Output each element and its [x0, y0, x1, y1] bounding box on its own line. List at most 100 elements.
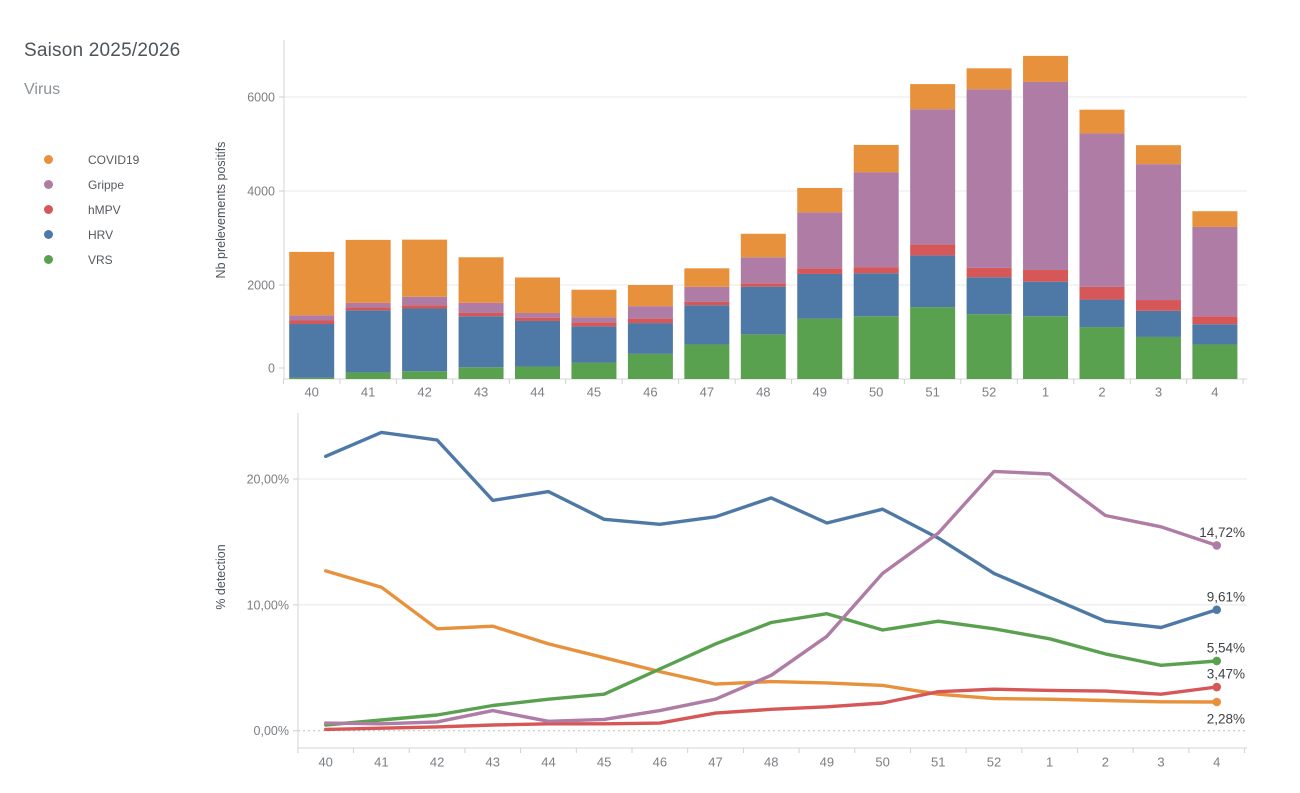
- line-grippe[interactable]: [324, 469, 1219, 726]
- bar-segment-hmpv[interactable]: [966, 267, 1012, 278]
- bar-segment-hrv[interactable]: [458, 316, 504, 368]
- bar-segment-covid19[interactable]: [1192, 211, 1238, 227]
- bar-segment-covid19[interactable]: [1135, 145, 1181, 165]
- bar-segment-covid19[interactable]: [684, 268, 730, 287]
- legend-item-vrs[interactable]: VRS: [44, 247, 139, 272]
- bar-segment-hrv[interactable]: [345, 310, 391, 373]
- bar-segment-grippe[interactable]: [402, 296, 448, 306]
- bar-segment-hmpv[interactable]: [910, 244, 956, 256]
- end-dot-hrv[interactable]: [1212, 605, 1222, 615]
- bar-segment-grippe[interactable]: [627, 306, 673, 319]
- bar-segment-hrv[interactable]: [910, 255, 956, 308]
- bar-segment-vrs[interactable]: [345, 372, 391, 379]
- bar-segment-hmpv[interactable]: [458, 312, 504, 317]
- bar-segment-hmpv[interactable]: [1192, 316, 1238, 325]
- bar-segment-hrv[interactable]: [289, 324, 335, 378]
- bar-segment-covid19[interactable]: [345, 239, 391, 303]
- bar-segment-hmpv[interactable]: [515, 317, 560, 321]
- bar-segment-vrs[interactable]: [966, 314, 1012, 379]
- bar-segment-covid19[interactable]: [289, 251, 335, 316]
- bar-segment-hrv[interactable]: [515, 320, 560, 367]
- end-dot-grippe[interactable]: [1212, 541, 1222, 550]
- bar-segment-hmpv[interactable]: [1079, 286, 1125, 300]
- bar-segment-vrs[interactable]: [515, 366, 560, 379]
- line-vrs[interactable]: [324, 612, 1219, 727]
- bar-segment-hrv[interactable]: [1135, 310, 1181, 337]
- bar-segment-covid19[interactable]: [515, 277, 560, 313]
- bar-segment-covid19[interactable]: [966, 68, 1012, 90]
- bar-segment-covid19[interactable]: [458, 257, 504, 303]
- bar-segment-grippe[interactable]: [797, 212, 843, 269]
- bar-segment-hmpv[interactable]: [571, 322, 617, 327]
- end-dot-covid19[interactable]: [1212, 697, 1222, 707]
- bar-segment-hmpv[interactable]: [853, 267, 899, 274]
- bar-segment-vrs[interactable]: [1192, 344, 1238, 379]
- bar-segment-hmpv[interactable]: [345, 307, 391, 311]
- bar-segment-grippe[interactable]: [1192, 226, 1238, 317]
- bar-segment-grippe[interactable]: [515, 312, 560, 318]
- line-covid19[interactable]: [324, 569, 1219, 704]
- bar-segment-covid19[interactable]: [1079, 109, 1125, 134]
- bar-segment-vrs[interactable]: [1135, 336, 1181, 379]
- legend-item-grippe[interactable]: Grippe: [44, 172, 139, 197]
- bar-segment-grippe[interactable]: [1023, 81, 1069, 270]
- bar-segment-vrs[interactable]: [853, 316, 899, 379]
- bar-segment-hrv[interactable]: [797, 273, 843, 319]
- bar-segment-covid19[interactable]: [627, 285, 673, 307]
- bar-segment-grippe[interactable]: [740, 257, 786, 284]
- bar-segment-hrv[interactable]: [1192, 324, 1238, 345]
- bar-segment-hrv[interactable]: [571, 326, 617, 363]
- legend-item-covid19[interactable]: COVID19: [44, 147, 139, 172]
- bar-segment-vrs[interactable]: [1023, 316, 1069, 379]
- bar-segment-hrv[interactable]: [684, 305, 730, 345]
- bar-segment-hrv[interactable]: [853, 273, 899, 317]
- bar-segment-hrv[interactable]: [627, 323, 673, 354]
- bar-segment-hmpv[interactable]: [740, 283, 786, 287]
- bar-segment-covid19[interactable]: [571, 289, 617, 318]
- bar-segment-vrs[interactable]: [910, 307, 956, 379]
- bar-segment-hmpv[interactable]: [1135, 300, 1181, 311]
- bar-segment-vrs[interactable]: [458, 367, 504, 379]
- bar-segment-grippe[interactable]: [1135, 164, 1181, 301]
- line-hrv[interactable]: [324, 430, 1219, 630]
- bar-segment-grippe[interactable]: [571, 317, 617, 323]
- bar-segment-hmpv[interactable]: [627, 318, 673, 324]
- end-dot-hmpv[interactable]: [1212, 682, 1222, 692]
- bar-segment-hrv[interactable]: [966, 277, 1012, 315]
- bar-segment-grippe[interactable]: [458, 302, 504, 313]
- bar-segment-hmpv[interactable]: [1023, 269, 1069, 282]
- bar-segment-grippe[interactable]: [345, 302, 391, 308]
- end-dot-vrs[interactable]: [1212, 656, 1222, 666]
- bar-segment-hrv[interactable]: [740, 286, 786, 335]
- bar-segment-covid19[interactable]: [402, 239, 448, 297]
- bar-segment-vrs[interactable]: [797, 318, 843, 379]
- bar-segment-hrv[interactable]: [1079, 299, 1125, 328]
- bar-segment-vrs[interactable]: [402, 371, 448, 379]
- bar-segment-covid19[interactable]: [740, 233, 786, 258]
- legend-item-hrv[interactable]: HRV: [44, 222, 139, 247]
- bar-segment-hmpv[interactable]: [402, 305, 448, 309]
- bar-segment-vrs[interactable]: [289, 377, 335, 379]
- bar-segment-grippe[interactable]: [1079, 133, 1125, 287]
- bar-segment-grippe[interactable]: [289, 315, 335, 321]
- bar-segment-vrs[interactable]: [1079, 327, 1125, 379]
- bar-segment-vrs[interactable]: [627, 353, 673, 379]
- bar-segment-hmpv[interactable]: [797, 268, 843, 274]
- bar-segment-vrs[interactable]: [684, 344, 730, 379]
- bar-segment-hmpv[interactable]: [684, 301, 730, 306]
- bar-segment-hrv[interactable]: [1023, 281, 1069, 317]
- bar-segment-grippe[interactable]: [966, 89, 1012, 268]
- bar-segment-covid19[interactable]: [797, 187, 843, 213]
- bar-segment-covid19[interactable]: [910, 84, 956, 110]
- line-hmpv[interactable]: [324, 685, 1219, 732]
- bar-segment-covid19[interactable]: [1023, 55, 1069, 82]
- bar-segment-grippe[interactable]: [684, 286, 730, 302]
- bar-segment-vrs[interactable]: [571, 362, 617, 379]
- bar-segment-hmpv[interactable]: [289, 320, 335, 325]
- bar-segment-grippe[interactable]: [853, 172, 899, 268]
- bar-segment-vrs[interactable]: [740, 334, 786, 379]
- bar-segment-covid19[interactable]: [853, 144, 899, 173]
- bar-segment-grippe[interactable]: [910, 109, 956, 245]
- bar-segment-hrv[interactable]: [402, 308, 448, 372]
- legend-item-hmpv[interactable]: hMPV: [44, 197, 139, 222]
